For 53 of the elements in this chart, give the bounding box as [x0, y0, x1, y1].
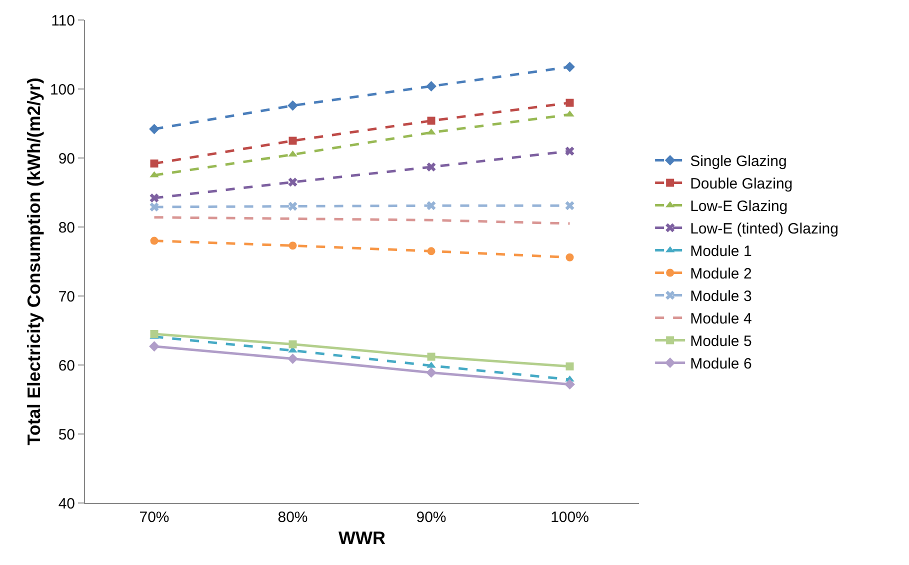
legend-label: Module 2	[690, 266, 752, 283]
legend-label: Module 1	[690, 243, 752, 260]
x-tick-label: 90%	[416, 509, 446, 526]
point	[288, 178, 298, 187]
legend-label: Module 5	[690, 333, 752, 350]
point	[288, 136, 297, 145]
y-axis-title: Total Electricity Consumption (kWh/(m2/yr)	[24, 78, 44, 446]
x-tick-label: 100%	[550, 509, 589, 526]
y-tick-label: 110	[51, 12, 75, 30]
legend-label: Module 6	[690, 356, 752, 373]
x-tick-label: 80%	[278, 509, 308, 526]
y-tick-label: 90	[58, 150, 75, 168]
point	[426, 162, 436, 172]
point	[288, 340, 297, 348]
point	[149, 124, 160, 134]
point	[427, 116, 436, 125]
legend-label: Low-E Glazing	[690, 198, 788, 216]
legend-label: Module 4	[690, 310, 752, 328]
y-tick-label: 40	[58, 495, 75, 512]
legend-label: Module 3	[690, 288, 752, 306]
point	[566, 362, 574, 370]
point	[150, 202, 159, 212]
y-tick-label: 100	[50, 81, 75, 98]
point	[150, 194, 159, 203]
point	[564, 62, 575, 72]
point	[426, 81, 436, 92]
y-tick-label: 60	[58, 357, 75, 374]
legend-label: Low-E (tinted) Glazing	[690, 220, 838, 238]
line-series	[153, 216, 571, 225]
legend-label: Single Glazing	[690, 153, 787, 170]
point	[566, 253, 574, 262]
point	[150, 330, 158, 338]
point	[288, 202, 298, 211]
point	[564, 379, 575, 390]
y-tick-label: 70	[58, 288, 75, 306]
point	[149, 341, 160, 352]
point	[426, 367, 436, 378]
point	[288, 354, 298, 364]
point	[427, 352, 436, 361]
point	[288, 100, 298, 111]
point	[150, 236, 158, 245]
point	[288, 242, 297, 250]
y-tick-label: 80	[58, 219, 75, 236]
point	[150, 160, 158, 168]
point	[426, 201, 436, 210]
point	[565, 201, 574, 210]
point	[427, 247, 436, 256]
point	[566, 98, 574, 107]
x-axis-title: WWR	[338, 528, 386, 548]
legend-label: Double Glazing	[690, 176, 793, 193]
point	[565, 146, 574, 156]
y-tick-label: 50	[58, 426, 75, 444]
x-tick-label: 70%	[139, 509, 170, 526]
